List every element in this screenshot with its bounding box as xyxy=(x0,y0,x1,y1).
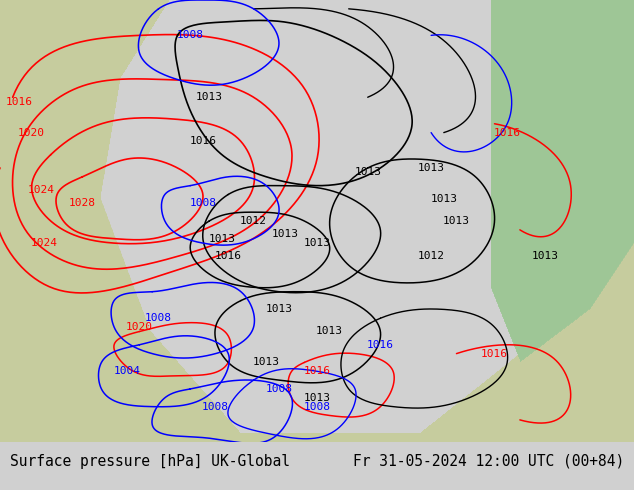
Text: 1024: 1024 xyxy=(28,185,55,195)
Text: 1013: 1013 xyxy=(266,304,292,315)
Text: 1013: 1013 xyxy=(418,163,444,173)
Text: 1016: 1016 xyxy=(494,127,521,138)
Text: 1013: 1013 xyxy=(443,216,470,226)
Text: 1008: 1008 xyxy=(190,198,216,208)
Text: 1016: 1016 xyxy=(481,348,508,359)
Text: 1008: 1008 xyxy=(266,384,292,394)
Text: Fr 31-05-2024 12:00 UTC (00+84): Fr 31-05-2024 12:00 UTC (00+84) xyxy=(353,454,624,469)
Text: 1024: 1024 xyxy=(31,238,58,248)
Text: 1013: 1013 xyxy=(304,393,330,403)
Text: 1012: 1012 xyxy=(418,251,444,261)
Text: 1013: 1013 xyxy=(316,326,343,337)
Text: 1008: 1008 xyxy=(304,402,330,412)
Text: 1013: 1013 xyxy=(304,238,330,248)
Text: 1008: 1008 xyxy=(202,402,229,412)
Text: 1020: 1020 xyxy=(126,322,153,332)
Text: 1016: 1016 xyxy=(190,136,216,147)
Text: 1013: 1013 xyxy=(253,357,280,368)
Text: 1016: 1016 xyxy=(367,340,394,350)
Text: 1013: 1013 xyxy=(272,229,299,239)
Text: 1004: 1004 xyxy=(113,367,140,376)
Text: 1028: 1028 xyxy=(69,198,96,208)
Text: 1013: 1013 xyxy=(196,92,223,102)
Text: 1016: 1016 xyxy=(215,251,242,261)
Text: Surface pressure [hPa] UK-Global: Surface pressure [hPa] UK-Global xyxy=(10,454,290,469)
Text: 1013: 1013 xyxy=(532,251,559,261)
Text: 1013: 1013 xyxy=(354,168,381,177)
Text: 1008: 1008 xyxy=(177,30,204,40)
Text: 1013: 1013 xyxy=(430,194,457,204)
Text: 1013: 1013 xyxy=(209,234,235,244)
Text: 1020: 1020 xyxy=(18,127,45,138)
Text: 1016: 1016 xyxy=(6,97,32,107)
Text: 1016: 1016 xyxy=(304,367,330,376)
Text: 1008: 1008 xyxy=(145,313,172,323)
Text: 1012: 1012 xyxy=(240,216,267,226)
